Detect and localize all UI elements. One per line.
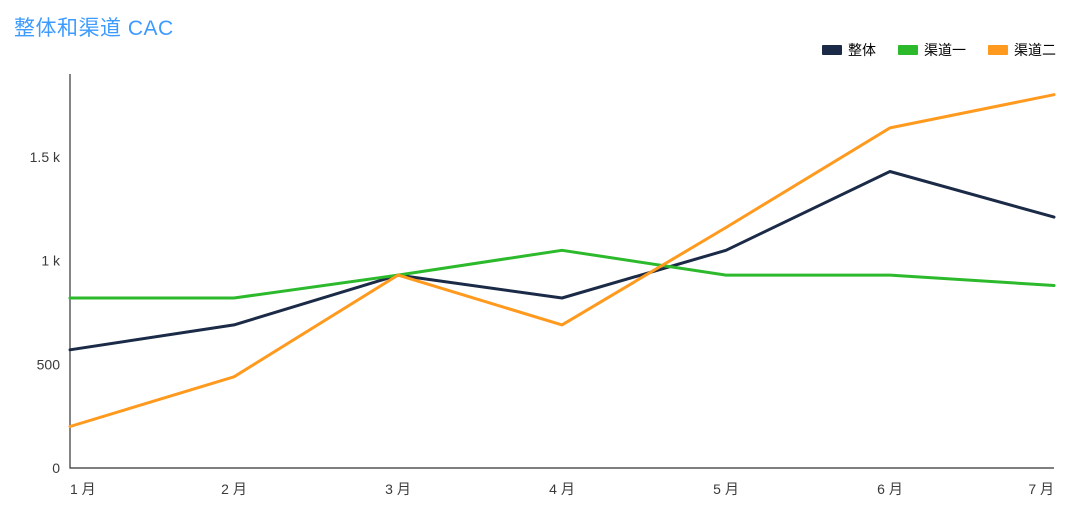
legend-item-channel2: 渠道二 bbox=[988, 40, 1056, 60]
svg-text:500: 500 bbox=[37, 356, 61, 372]
plot-svg: 0 500 1 k 1.5 k 1 月 2 月 3 月 4 月 5 月 6 月 7 月 bbox=[14, 70, 1066, 510]
legend-item-channel1: 渠道一 bbox=[898, 40, 966, 60]
legend-swatch bbox=[898, 45, 918, 55]
legend-item-overall: 整体 bbox=[822, 40, 876, 60]
svg-text:5 月: 5 月 bbox=[713, 481, 739, 497]
chart-title: 整体和渠道 CAC bbox=[14, 12, 1062, 42]
plot-area: 0 500 1 k 1.5 k 1 月 2 月 3 月 4 月 5 月 6 月 7 月 bbox=[14, 70, 1066, 510]
legend-label: 渠道一 bbox=[924, 40, 966, 60]
svg-text:6 月: 6 月 bbox=[877, 481, 903, 497]
legend-swatch bbox=[988, 45, 1008, 55]
legend-label: 整体 bbox=[848, 40, 876, 60]
svg-text:3 月: 3 月 bbox=[385, 481, 411, 497]
svg-text:7 月: 7 月 bbox=[1028, 481, 1054, 497]
svg-text:4 月: 4 月 bbox=[549, 481, 575, 497]
legend-swatch bbox=[822, 45, 842, 55]
svg-text:0: 0 bbox=[52, 460, 60, 476]
legend-label: 渠道二 bbox=[1014, 40, 1056, 60]
cac-chart: 整体和渠道 CAC 整体 渠道一 渠道二 0 500 1 k 1.5 k 1 月 2 月 3… bbox=[0, 0, 1080, 532]
svg-text:1 月: 1 月 bbox=[70, 481, 96, 497]
legend: 整体 渠道一 渠道二 bbox=[822, 40, 1056, 60]
svg-text:1 k: 1 k bbox=[41, 253, 61, 269]
svg-text:2 月: 2 月 bbox=[221, 481, 247, 497]
svg-text:1.5 k: 1.5 k bbox=[30, 149, 61, 165]
